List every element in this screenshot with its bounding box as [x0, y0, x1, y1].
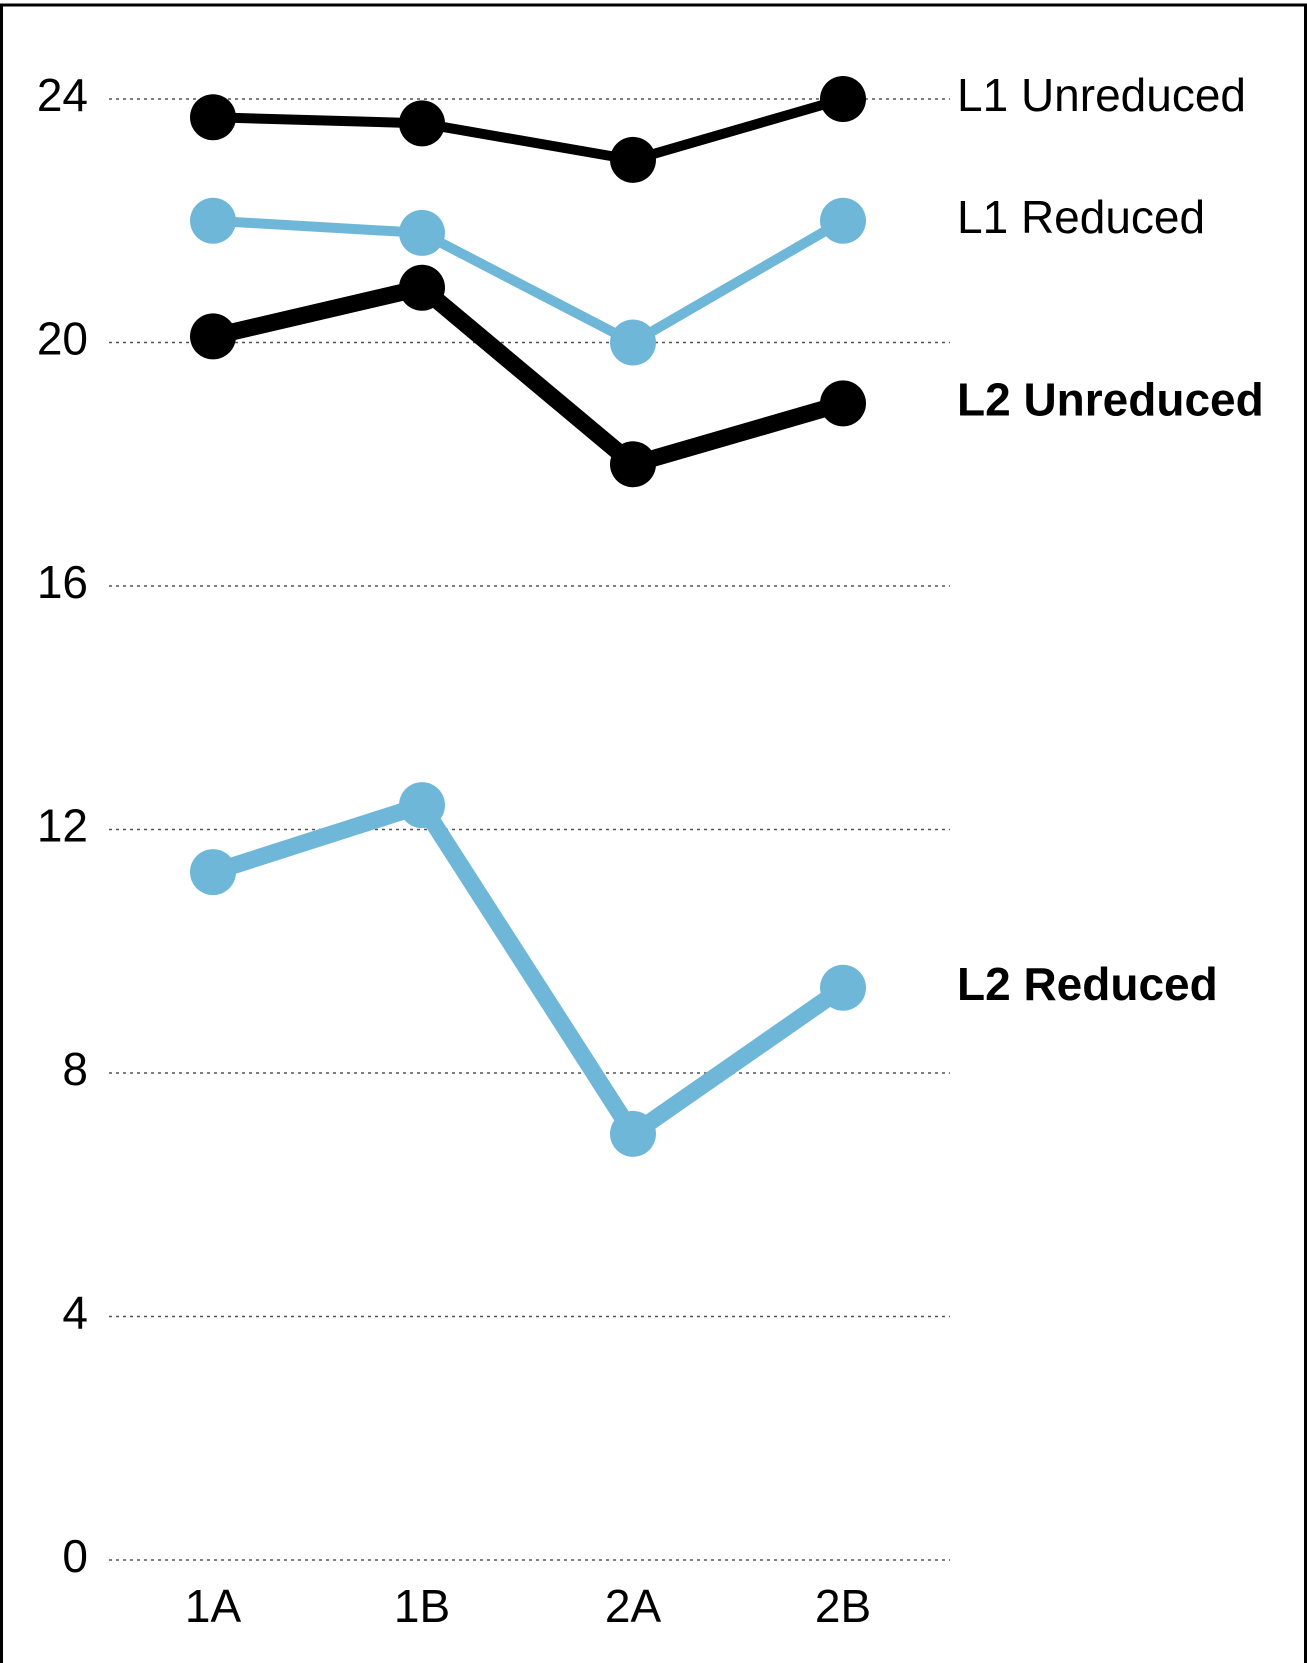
point	[190, 94, 236, 141]
point	[399, 209, 445, 256]
series-label: L2 Unreduced	[957, 374, 1264, 426]
point	[820, 964, 866, 1011]
series-label: L1 Reduced	[957, 191, 1205, 243]
point	[399, 100, 445, 147]
point	[399, 264, 445, 311]
y-tick-label: 16	[37, 556, 88, 608]
series-label: L2 Reduced	[957, 958, 1218, 1010]
frame	[0, 3, 1307, 1663]
series-line	[211, 279, 846, 473]
point	[610, 1110, 656, 1157]
y-tick-label: 8	[62, 1043, 88, 1095]
x-tick-label: 2A	[605, 1580, 662, 1632]
series-line	[210, 796, 848, 1143]
y-tick-label: 12	[37, 800, 88, 852]
y-tick-label: 24	[37, 69, 88, 121]
point	[399, 782, 445, 829]
series-label: L1 Unreduced	[957, 69, 1246, 121]
x-tick-label: 1B	[394, 1580, 450, 1632]
point	[610, 441, 656, 488]
point	[190, 313, 236, 360]
point	[190, 849, 236, 896]
point	[610, 136, 656, 183]
y-tick-label: 20	[37, 313, 88, 365]
point	[190, 197, 236, 244]
point	[820, 197, 866, 244]
y-tick-label: 0	[62, 1530, 88, 1582]
point	[820, 380, 866, 427]
series-line	[212, 215, 846, 348]
point	[820, 76, 866, 122]
x-tick-label: 2B	[815, 1580, 871, 1632]
x-tick-label: 1A	[185, 1580, 242, 1632]
point	[610, 319, 656, 366]
y-tick-label: 4	[62, 1287, 88, 1339]
series-line	[212, 94, 845, 165]
